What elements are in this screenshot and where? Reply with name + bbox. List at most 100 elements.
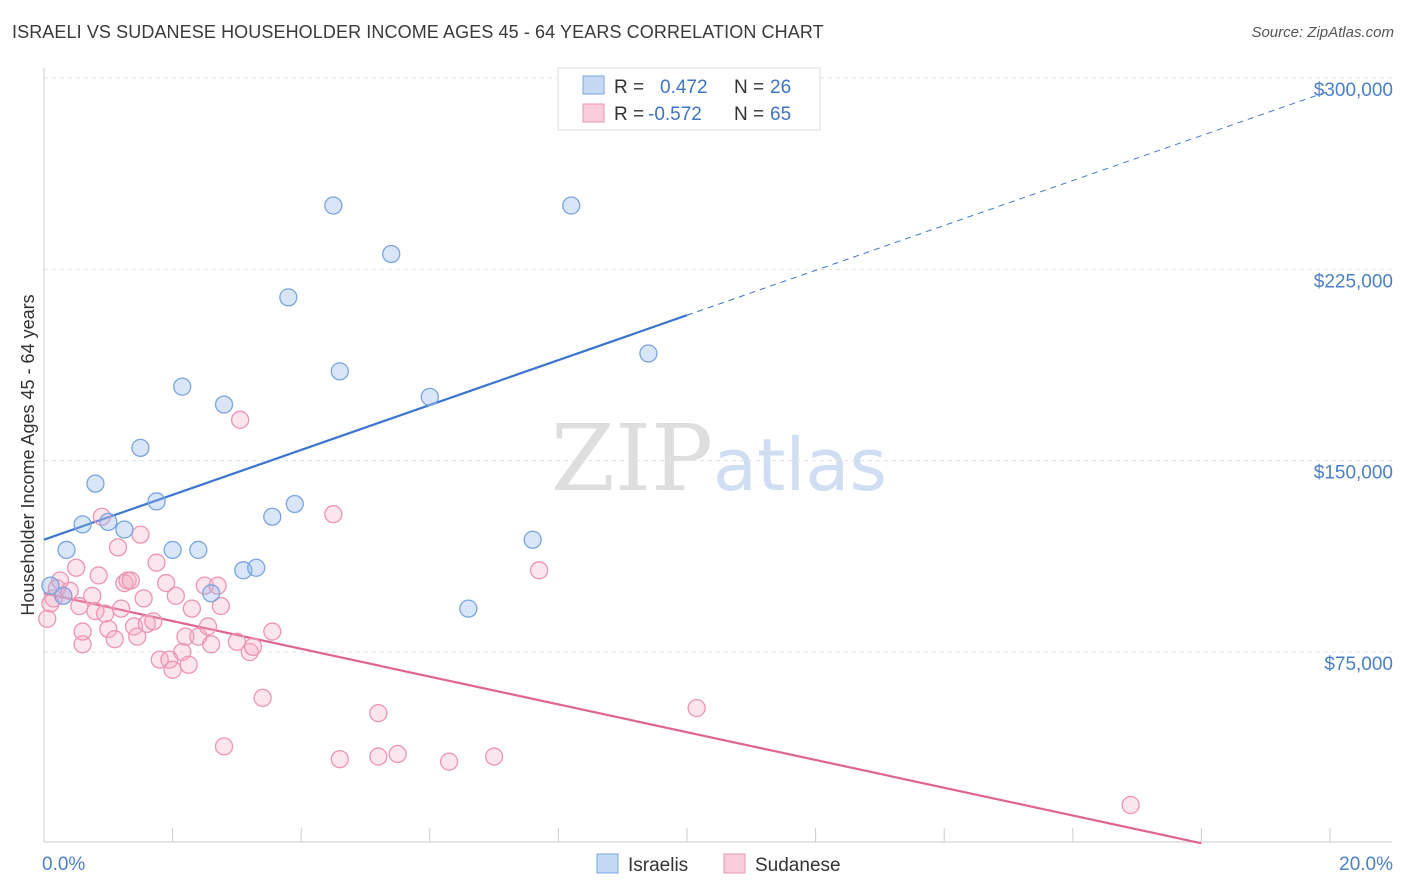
watermark: ZIP atlas — [551, 405, 887, 512]
point-israelis — [57, 540, 76, 560]
point-sudanese — [484, 747, 504, 766]
point-israelis — [382, 244, 401, 264]
point-sudanese — [388, 744, 407, 764]
point-israelis — [54, 586, 73, 605]
legend-swatch-israelis — [582, 75, 605, 95]
watermark-atlas: atlas — [713, 423, 887, 507]
point-sudanese — [243, 637, 263, 657]
point-sudanese — [176, 627, 195, 646]
legend-n-value-1: 26 — [770, 77, 791, 98]
point-israelis — [173, 377, 192, 396]
point-israelis — [639, 344, 658, 363]
point-israelis — [163, 540, 182, 560]
point-sudanese — [134, 589, 153, 608]
point-sudanese — [99, 619, 118, 639]
point-israelis — [214, 395, 234, 414]
point-sudanese — [198, 617, 218, 636]
point-israelis — [459, 599, 478, 618]
point-israelis — [263, 507, 282, 526]
bottom-legend-swatch-israelis — [596, 853, 619, 874]
trend-line-israelis — [43, 314, 688, 541]
point-sudanese — [369, 704, 388, 723]
point-sudanese — [73, 635, 92, 654]
point-sudanese — [1121, 795, 1140, 815]
legend-swatch-sudanese — [582, 103, 605, 123]
legend-r-label-2: R = — [614, 104, 644, 125]
point-israelis — [147, 492, 166, 511]
bottom-legend-swatch-sudanese — [723, 853, 746, 874]
point-sudanese — [105, 630, 124, 649]
point-israelis — [189, 540, 208, 560]
point-israelis — [86, 474, 105, 493]
y-tick-labels: $75,000 $150,000 $225,000 $300,000 — [1314, 80, 1393, 675]
point-sudanese — [687, 698, 706, 718]
point-sudanese — [182, 599, 202, 618]
point-sudanese — [95, 604, 115, 623]
y-tick-label: $75,000 — [1324, 654, 1393, 675]
trend-line-sudanese — [43, 592, 1202, 845]
point-sudanese — [166, 586, 185, 605]
point-sudanese — [150, 650, 169, 669]
point-sudanese — [230, 410, 250, 429]
point-sudanese — [131, 525, 150, 544]
point-sudanese — [121, 571, 140, 590]
legend-r-value-2: -0.572 — [648, 104, 702, 125]
point-sudanese — [324, 505, 343, 524]
bottom-legend-israelis: Israelis — [628, 855, 688, 876]
point-sudanese — [214, 737, 234, 756]
y-tick-label: $150,000 — [1314, 463, 1393, 484]
bottom-legend: Israelis Sudanese — [596, 853, 841, 876]
trend-line-israelis-extension — [686, 90, 1331, 316]
point-israelis — [131, 438, 150, 458]
point-israelis — [330, 362, 349, 381]
point-sudanese — [112, 599, 131, 618]
point-sudanese — [202, 635, 221, 654]
x-tick-labels: 0.0% 20.0% — [42, 854, 1393, 875]
point-israelis — [420, 387, 439, 407]
point-sudanese — [439, 752, 459, 771]
point-sudanese — [38, 609, 57, 628]
point-israelis — [99, 512, 118, 532]
point-sudanese — [240, 642, 259, 662]
point-israelis — [41, 576, 60, 595]
point-israelis — [202, 584, 221, 603]
point-israelis — [324, 196, 343, 215]
legend-n-label-2: N = — [734, 104, 764, 125]
x-tick-label-start: 0.0% — [42, 854, 85, 875]
point-sudanese — [529, 561, 549, 580]
point-sudanese — [108, 538, 128, 557]
point-sudanese — [253, 688, 272, 708]
point-israelis — [73, 515, 92, 534]
point-sudanese — [73, 622, 92, 641]
point-israelis — [523, 530, 542, 549]
y-tick-label: $300,000 — [1314, 80, 1393, 101]
y-axis-label: Householder Income Ages 45 - 64 years — [18, 294, 38, 615]
point-israelis — [279, 288, 298, 307]
bottom-legend-sudanese: Sudanese — [755, 855, 841, 876]
point-israelis — [115, 520, 134, 539]
source-credit: Source: ZipAtlas.com — [1251, 24, 1394, 41]
chart-title: ISRAELI VS SUDANESE HOUSEHOLDER INCOME A… — [12, 22, 824, 42]
trend-lines — [43, 90, 1331, 845]
point-sudanese — [128, 627, 147, 646]
point-sudanese — [147, 553, 166, 572]
point-sudanese — [157, 573, 176, 593]
point-sudanese — [179, 655, 198, 674]
point-sudanese — [330, 749, 349, 769]
axes — [43, 68, 1392, 843]
legend-box: R = 0.472 N = 26 R = -0.572 N = 65 — [557, 67, 821, 131]
data-points — [38, 196, 1140, 815]
point-sudanese — [211, 596, 230, 616]
point-sudanese — [67, 558, 86, 577]
point-sudanese — [83, 586, 102, 605]
x-tick-label-end: 20.0% — [1339, 854, 1393, 875]
point-sudanese — [89, 566, 108, 585]
point-sudanese — [144, 612, 163, 631]
point-sudanese — [369, 747, 388, 766]
legend-n-value-2: 65 — [770, 104, 791, 125]
point-israelis — [562, 196, 581, 215]
point-sudanese — [263, 622, 282, 641]
legend-r-value-1: 0.472 — [660, 77, 708, 98]
watermark-zip: ZIP — [551, 405, 713, 512]
legend-n-label-1: N = — [734, 77, 764, 98]
